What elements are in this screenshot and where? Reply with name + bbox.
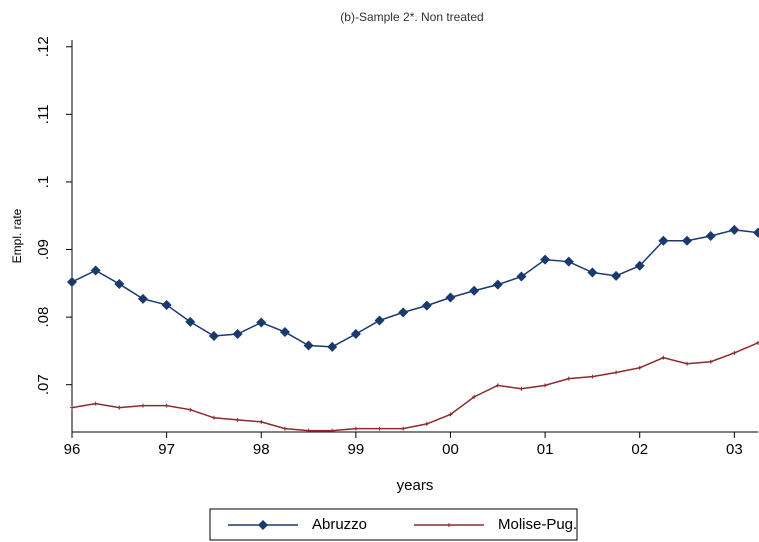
chart-title: (b)-Sample 2*. Non treated — [340, 10, 483, 24]
point — [658, 235, 669, 246]
point — [279, 326, 290, 337]
point — [90, 265, 101, 276]
point — [424, 421, 429, 426]
point — [469, 285, 480, 296]
point — [682, 235, 693, 246]
point — [117, 405, 122, 410]
point — [232, 329, 243, 339]
point — [401, 426, 406, 431]
point — [93, 401, 98, 406]
y-tick-label: .12 — [35, 36, 52, 57]
y-axis-label: Empl. rate — [10, 208, 24, 263]
legend-label: Abruzzo — [312, 516, 367, 533]
point — [566, 376, 571, 381]
point — [235, 417, 240, 422]
point — [377, 426, 382, 431]
point — [421, 300, 432, 311]
y-tick-label: .09 — [35, 239, 52, 260]
x-tick-label: 97 — [158, 441, 175, 458]
x-tick-label: 02 — [631, 441, 648, 458]
point — [685, 361, 690, 366]
point — [398, 307, 409, 318]
point — [114, 278, 125, 289]
point — [164, 403, 169, 408]
point — [519, 386, 524, 391]
point — [70, 405, 74, 410]
point — [350, 329, 361, 339]
point — [161, 299, 172, 310]
point — [708, 359, 713, 364]
point — [140, 403, 145, 408]
point — [211, 415, 216, 420]
point — [563, 256, 574, 267]
point — [448, 412, 453, 417]
point — [185, 316, 196, 327]
point — [661, 355, 666, 360]
point — [256, 317, 267, 328]
point — [495, 383, 500, 388]
point — [540, 254, 551, 265]
point — [67, 276, 77, 287]
y-tick-label: .11 — [35, 104, 52, 124]
point — [732, 350, 737, 355]
point — [705, 231, 716, 241]
x-tick-label: 03 — [726, 441, 743, 458]
point — [516, 271, 527, 282]
point — [137, 293, 148, 304]
point — [330, 428, 335, 433]
x-tick-label: 01 — [537, 441, 554, 458]
x-tick-label: 99 — [348, 441, 365, 458]
x-tick-label: 00 — [442, 441, 459, 458]
point — [327, 341, 338, 352]
point — [611, 270, 622, 281]
point — [306, 428, 311, 433]
y-tick-label: .07 — [35, 374, 52, 395]
legend-marker — [447, 523, 451, 527]
point — [303, 340, 314, 351]
point — [445, 292, 456, 303]
point — [587, 267, 598, 278]
point — [590, 374, 595, 379]
point — [353, 426, 358, 431]
point — [729, 224, 740, 235]
legend-marker — [258, 520, 268, 530]
point — [492, 279, 503, 290]
point — [756, 340, 759, 345]
x-axis-label: years — [397, 477, 434, 494]
point — [282, 426, 287, 431]
x-tick-label: 96 — [64, 441, 81, 458]
point — [614, 370, 619, 375]
point — [753, 227, 759, 238]
y-tick-label: .1 — [35, 176, 52, 189]
series-line — [71, 229, 759, 348]
point — [634, 260, 645, 271]
series-line — [71, 342, 759, 432]
point — [208, 331, 219, 342]
point — [259, 419, 264, 424]
point — [374, 315, 385, 326]
point — [188, 407, 193, 412]
point — [637, 365, 642, 370]
point — [543, 383, 548, 388]
point — [472, 394, 477, 399]
legend-label: Molise-Pug. — [498, 516, 577, 533]
y-tick-label: .08 — [35, 307, 52, 328]
x-tick-label: 98 — [253, 441, 270, 458]
